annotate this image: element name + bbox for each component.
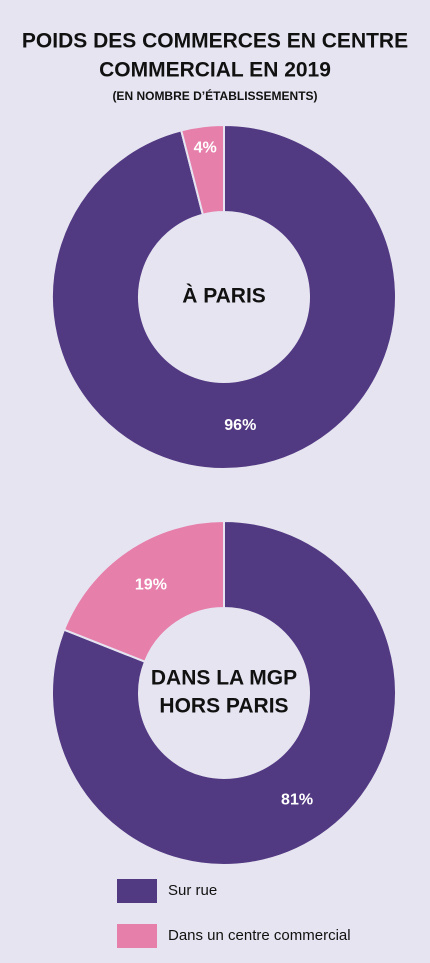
value-label: 96% (224, 417, 256, 434)
chart-title: COMMERCIAL EN 2019 (99, 59, 331, 82)
chart-title: POIDS DES COMMERCES EN CENTRE (22, 30, 408, 53)
value-label: 81% (281, 792, 313, 809)
value-label: 19% (135, 577, 167, 594)
value-label: 4% (194, 139, 217, 156)
legend-label: Sur rue (168, 882, 217, 899)
legend-swatch (117, 879, 157, 903)
donut-slice (62, 519, 225, 664)
center-label: HORS PARIS (159, 695, 288, 718)
donut-slice (180, 123, 225, 216)
donut-slice (51, 123, 397, 470)
center-label: À PARIS (182, 285, 266, 308)
center-label: DANS LA MGP (151, 667, 297, 690)
donut-slice (51, 519, 397, 866)
legend-label: Dans un centre commercial (168, 927, 351, 944)
legend-swatch (117, 924, 157, 948)
chart-subtitle: (EN NOMBRE D’ÉTABLISSEMENTS) (112, 88, 317, 103)
